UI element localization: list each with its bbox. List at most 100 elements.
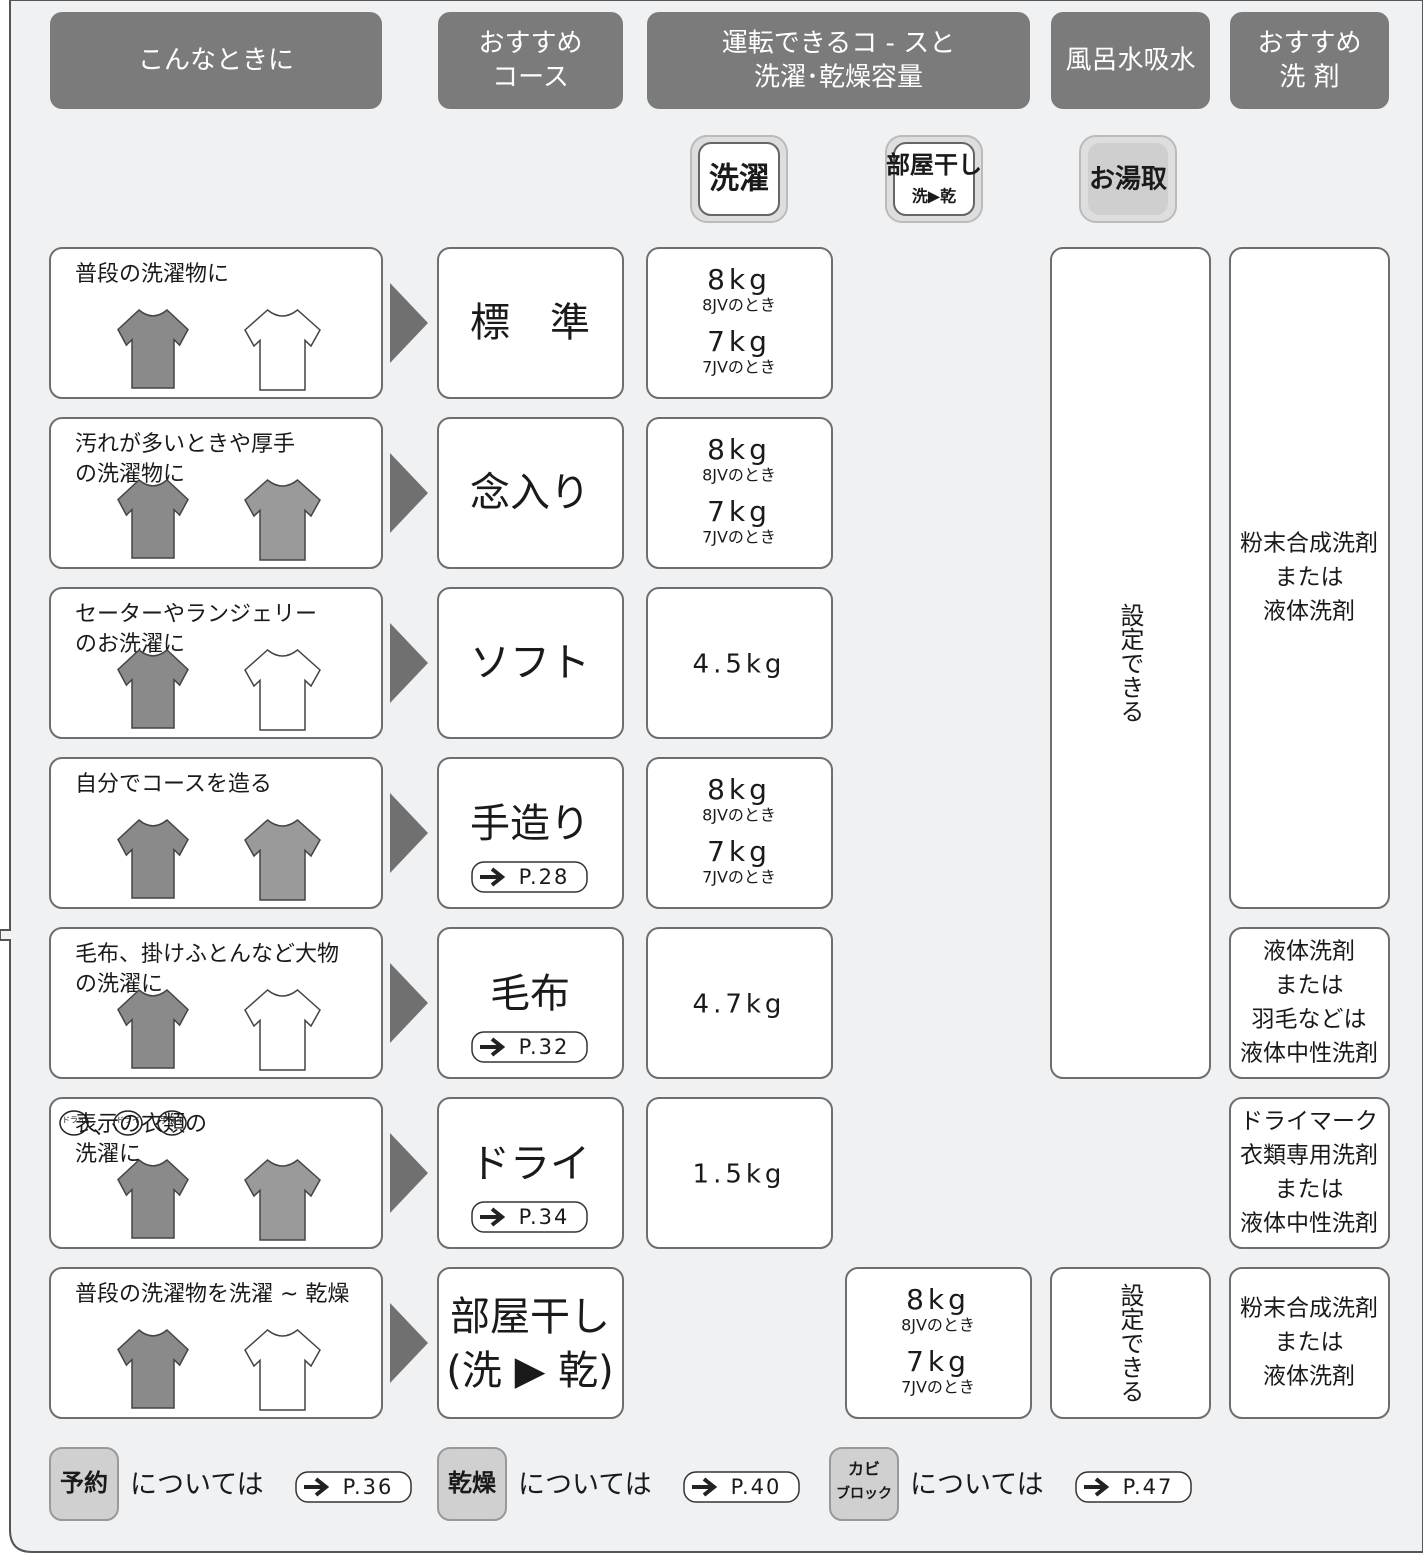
bath-water-cell: [1050, 1267, 1211, 1419]
course-cell: [437, 1267, 624, 1419]
arrow-icon: [480, 1207, 506, 1227]
bath-water-cell: [1050, 247, 1211, 1079]
capacity: 1.5kg: [693, 1160, 786, 1190]
arrow-icon: [1084, 1477, 1110, 1497]
page-ref: P.36: [343, 1475, 394, 1499]
page-ref: P.40: [731, 1475, 782, 1499]
page-ref-box: [471, 861, 588, 893]
capacity-cell: [646, 927, 833, 1079]
arrow-icon: [480, 867, 506, 887]
care-symbol-label: 手洗イ: [160, 1115, 184, 1125]
capacity: 7kg: [707, 495, 771, 528]
detergent-text: 粉末合成洗剤: [1240, 531, 1378, 557]
detergent-text: または: [1275, 1330, 1344, 1356]
detergent-text: 羽毛などは: [1252, 1007, 1367, 1033]
footer-button: [49, 1447, 119, 1521]
header-cell: [1051, 12, 1210, 109]
course-name: ドライ: [470, 1141, 590, 1187]
header-text: おすすめ: [1257, 29, 1361, 59]
header-cell: [438, 12, 623, 109]
care-symbol: [157, 1110, 187, 1136]
flow-arrow: [390, 793, 428, 873]
detergent-text: 液体洗剤: [1263, 939, 1355, 965]
flow-arrow: [390, 1133, 428, 1213]
capacity-note: 8JVのとき: [702, 466, 776, 485]
header-text: コース: [492, 63, 569, 93]
header-cell: [647, 12, 1030, 109]
course-button-label: 部屋干し: [886, 151, 982, 179]
capacity-note: 7JVのとき: [702, 358, 776, 377]
capacity-note: 8JVのとき: [702, 806, 776, 825]
clothing-illustration: [117, 819, 189, 899]
situation-text: 普段の洗濯物を洗濯 ~ 乾燥: [75, 1282, 349, 1307]
detergent-text: 粉末合成洗剤: [1240, 1296, 1378, 1322]
clothing-illustration: [244, 649, 321, 731]
course-name: ソフト: [470, 640, 590, 686]
footer-button: [829, 1447, 899, 1521]
situation-text: 普段の洗濯物に: [75, 262, 229, 287]
situation-text: 毛布、掛けふとんなど大物: [75, 942, 339, 967]
capacity: 7kg: [906, 1345, 970, 1378]
clothing-illustration: [244, 309, 321, 391]
detergent-text: または: [1275, 565, 1344, 591]
clothing-illustration: [117, 309, 189, 389]
flow-arrow: [390, 963, 428, 1043]
course-name: 念入り: [470, 470, 590, 516]
bath-water-text: 設定できる: [1116, 1283, 1144, 1403]
course-button-label: お湯取: [1089, 165, 1167, 195]
header-text: こんなときに: [138, 46, 294, 76]
course-button-face: [893, 142, 975, 216]
course-name: (洗 ▶ 乾): [446, 1348, 613, 1394]
flow-arrow: [390, 453, 428, 533]
capacity-note: 8JVのとき: [901, 1316, 975, 1335]
capacity-cell: [646, 417, 833, 569]
capacity: 7kg: [707, 835, 771, 868]
clothing-illustration: [244, 989, 321, 1071]
situation-text: の洗濯に: [75, 972, 163, 997]
detergent-cell: [1229, 1267, 1390, 1419]
detergent-text: または: [1275, 1177, 1344, 1203]
page-ref: P.28: [519, 865, 570, 889]
situation-text: 自分でコースを造る: [75, 772, 272, 797]
situation-text: 、: [93, 1115, 115, 1140]
course-button-label: 洗濯: [709, 162, 769, 197]
flow-arrow: [390, 623, 428, 703]
course-name: 標 準: [470, 300, 590, 346]
care-symbol: [113, 1110, 143, 1136]
page-ref-box: [1075, 1471, 1192, 1503]
capacity-note: 8JVのとき: [702, 296, 776, 315]
situation-text: 洗濯に: [75, 1142, 141, 1167]
situation-text: 表示の衣類の: [75, 1112, 207, 1137]
clothing-illustration: [117, 1159, 189, 1239]
page-ref: P.47: [1123, 1475, 1174, 1499]
capacity-note: 7JVのとき: [702, 528, 776, 547]
detergent-text: 衣類専用洗剤: [1240, 1143, 1378, 1169]
flow-arrow: [390, 283, 428, 363]
course-button-label: 洗▶乾: [912, 187, 956, 206]
clothing-illustration: [244, 1159, 321, 1241]
capacity: 7kg: [707, 325, 771, 358]
header-text: 運転できるコ - スと: [722, 29, 955, 59]
care-symbol-label: ドライ: [116, 1116, 140, 1125]
situation-text: セーターやランジェリー: [75, 602, 317, 627]
capacity: 4.7kg: [693, 990, 786, 1020]
bath-water-text: 設定できる: [1116, 603, 1144, 723]
header-cell: [50, 12, 382, 109]
clothing-illustration: [117, 1329, 189, 1409]
footer-button-label: 乾燥: [448, 1469, 497, 1497]
detergent-cell: [1229, 247, 1390, 909]
detergent-text: または: [1275, 973, 1344, 999]
care-symbol: [59, 1110, 89, 1136]
capacity-cell: [646, 1097, 833, 1249]
page-ref: P.32: [519, 1035, 570, 1059]
course-button-face: [1088, 143, 1168, 215]
course-cell: [437, 247, 624, 399]
flow-arrow: [390, 1303, 428, 1383]
page-ref-box: [683, 1471, 800, 1503]
footer-button: [437, 1447, 507, 1521]
detergent-text: 液体洗剤: [1263, 1364, 1355, 1390]
course-name: 手造り: [470, 801, 590, 847]
page-ref-box: [471, 1201, 588, 1233]
clothing-illustration: [244, 1329, 321, 1411]
